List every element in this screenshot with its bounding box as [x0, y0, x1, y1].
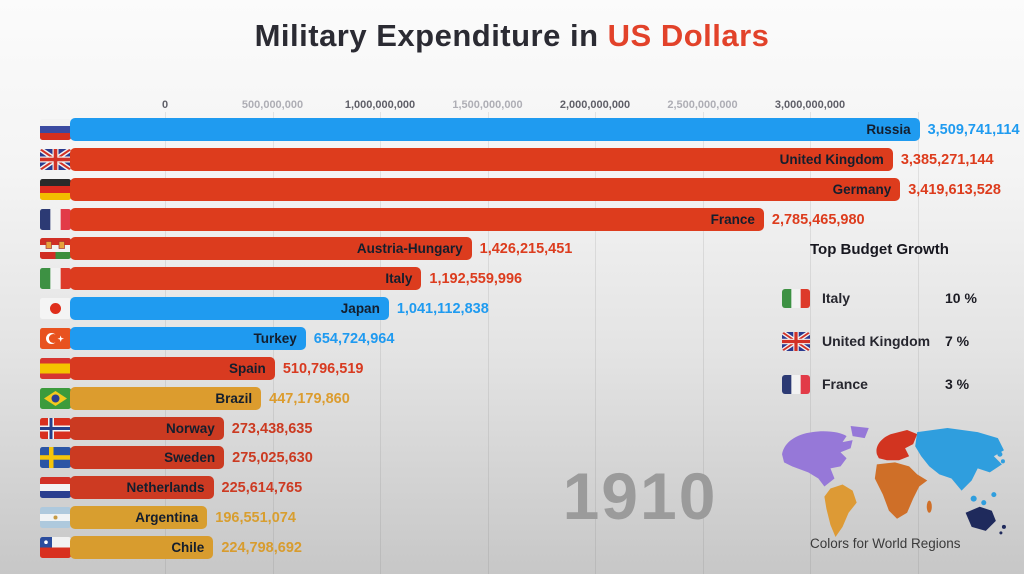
world-map-svg — [782, 426, 1006, 537]
bar-country-label: Netherlands — [126, 480, 205, 495]
growth-country: France — [822, 376, 868, 392]
spain-flag-icon — [40, 358, 71, 379]
gridline — [917, 112, 919, 574]
france-flag-icon — [40, 209, 71, 230]
axis-tick-label: 500,000,000 — [241, 99, 304, 111]
page-title-text: Military Expenditure in — [254, 18, 608, 53]
bar-country-label: Spain — [229, 361, 266, 376]
bar: Japan — [70, 297, 389, 320]
bar: France — [70, 208, 764, 231]
argentina-flag-icon — [40, 507, 71, 528]
bar-value: 3,385,271,144 — [900, 152, 994, 168]
bar: Norway — [70, 417, 224, 440]
bar-value: 196,551,074 — [215, 510, 296, 526]
bar-country-label: Austria-Hungary — [356, 241, 463, 256]
united-kingdom-flag-icon — [782, 332, 810, 351]
bar-value: 447,179,860 — [269, 391, 350, 407]
italy-flag-icon — [782, 289, 810, 308]
axis-tick-label: 1,000,000,000 — [344, 99, 416, 111]
bar-country-label: Chile — [171, 540, 205, 555]
bar: Argentina — [70, 506, 208, 529]
gridline — [380, 112, 381, 574]
bar-value: 510,796,519 — [282, 361, 364, 377]
growth-value: 3 % — [945, 376, 970, 392]
bar-country-label: Brazil — [215, 391, 253, 406]
gridline — [702, 112, 704, 574]
bar: Sweden — [70, 446, 225, 469]
bar-value: 224,798,692 — [221, 540, 302, 556]
growth-row: Italy 10 % — [782, 289, 1002, 309]
gridline — [487, 112, 489, 574]
bar: Netherlands — [70, 476, 214, 499]
bar: Spain — [70, 357, 275, 380]
bar-value: 3,509,741,114 — [927, 122, 1020, 138]
japan-flag-icon — [40, 298, 71, 319]
bar: Germany — [70, 178, 901, 201]
growth-row: France 3 % — [782, 375, 1002, 395]
france-flag-icon — [782, 375, 810, 394]
bar-country-label: France — [710, 212, 755, 227]
bar: United Kingdom — [70, 148, 893, 171]
growth-row: United Kingdom 7 % — [782, 332, 1002, 352]
norway-flag-icon — [40, 418, 71, 439]
bar: Italy — [70, 267, 422, 290]
russia-flag-icon — [40, 119, 71, 140]
austriahungary-flag-icon — [40, 238, 71, 259]
bar-country-label: Sweden — [164, 450, 216, 465]
bar: Russia — [70, 118, 920, 141]
map-caption: Colors for World Regions — [810, 536, 961, 551]
axis-tick-label: 2,000,000,000 — [559, 99, 631, 111]
bar-value: 1,041,112,838 — [396, 301, 489, 317]
uk-flag-icon — [40, 149, 71, 170]
netherlands-flag-icon — [40, 477, 71, 498]
bar-country-label: Norway — [166, 421, 215, 436]
bar-value: 1,192,559,996 — [429, 271, 523, 287]
bar-value: 225,614,765 — [221, 480, 303, 496]
bar-value: 2,785,465,980 — [771, 212, 865, 228]
bar-country-label: Italy — [385, 271, 413, 286]
bar-country-label: Argentina — [135, 510, 199, 525]
page-title-highlight: US Dollars — [607, 18, 770, 53]
bar-country-label: Japan — [340, 301, 380, 316]
bar: Austria-Hungary — [70, 237, 472, 260]
bar-value: 1,426,215,451 — [479, 241, 573, 257]
growth-value: 10 % — [945, 290, 977, 306]
italy-flag-icon — [40, 268, 71, 289]
chile-flag-icon — [40, 537, 71, 558]
bar-value: 3,419,613,528 — [908, 182, 1001, 198]
bar-value: 273,438,635 — [231, 421, 313, 437]
axis-tick-label: 0 — [161, 99, 169, 111]
germany-flag-icon — [40, 179, 71, 200]
bar-value: 275,025,630 — [232, 450, 313, 466]
world-map — [778, 424, 1010, 537]
bar-country-label: Russia — [866, 122, 911, 137]
growth-value: 7 % — [945, 333, 970, 349]
bar-value: 654,724,964 — [313, 331, 395, 347]
brazil-flag-icon — [40, 388, 71, 409]
growth-country: Italy — [822, 290, 851, 306]
bar: Turkey — [70, 327, 306, 350]
bar: Brazil — [70, 387, 262, 410]
gridline — [810, 112, 811, 574]
turkey-flag-icon — [40, 328, 71, 349]
growth-panel-title: Top Budget Growth — [810, 241, 949, 258]
gridline — [595, 112, 596, 574]
axis-tick-label: 1,500,000,000 — [452, 99, 523, 111]
page-title: Military Expenditure in US Dollars — [0, 18, 1024, 54]
bar-country-label: Germany — [832, 182, 892, 197]
axis-tick-label: 2,500,000,000 — [667, 99, 738, 111]
bar: Chile — [70, 536, 214, 559]
growth-country: United Kingdom — [822, 333, 931, 349]
sweden-flag-icon — [40, 447, 71, 468]
bar-country-label: Turkey — [253, 331, 297, 346]
bar-country-label: United Kingdom — [779, 152, 884, 167]
axis-tick-label: 3,000,000,000 — [774, 99, 846, 111]
year-label: 1910 — [562, 459, 718, 533]
